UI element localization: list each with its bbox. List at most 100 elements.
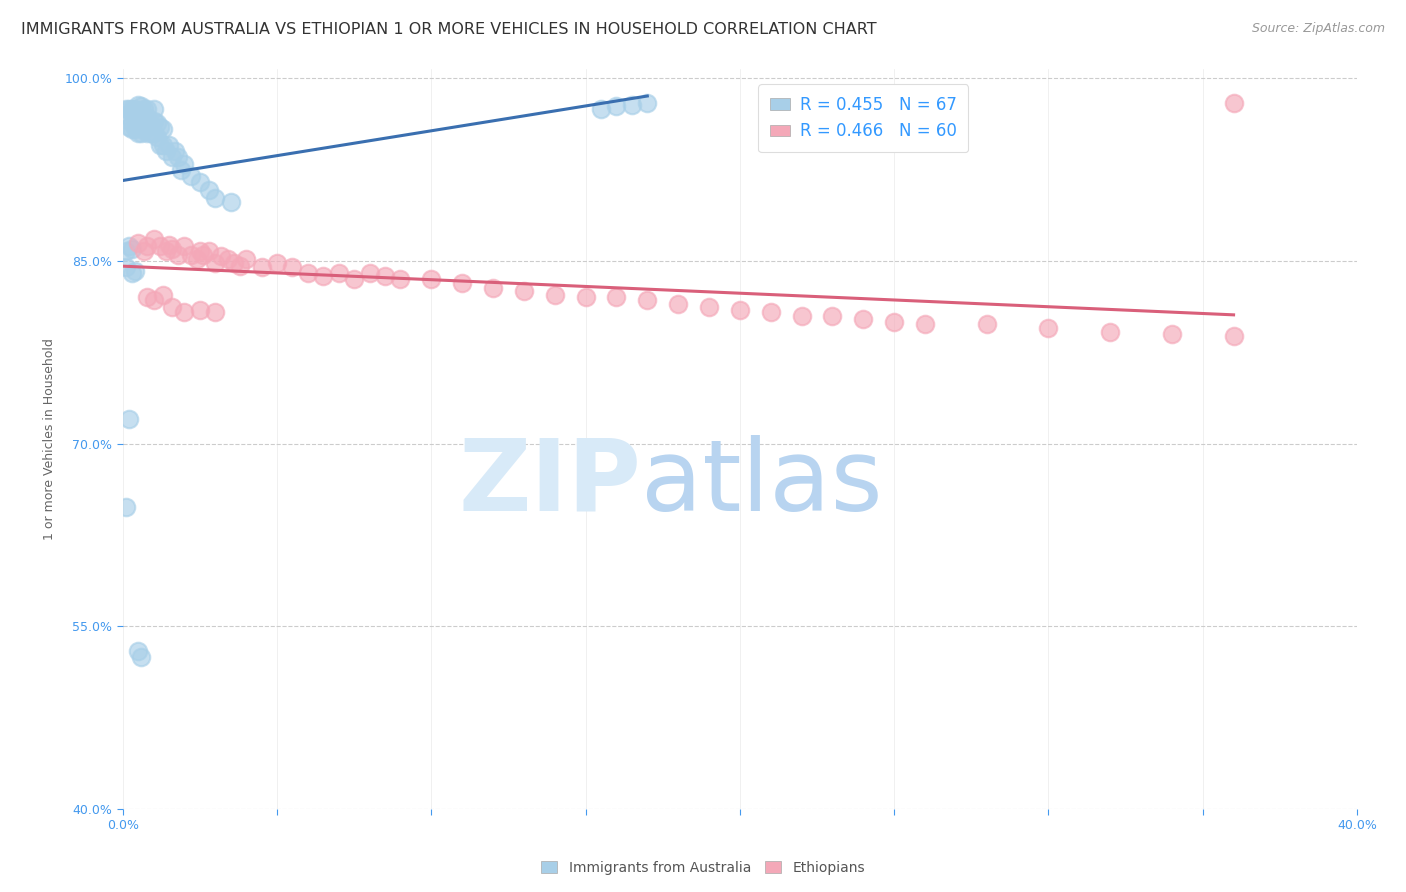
- Point: [574, 290, 596, 304]
- Point: [636, 293, 658, 307]
- Point: [180, 169, 202, 183]
- Point: [222, 256, 245, 270]
- Point: [191, 248, 214, 262]
- Point: [129, 116, 152, 130]
- Point: [160, 150, 183, 164]
- Point: [152, 138, 174, 153]
- Point: [188, 244, 211, 259]
- Point: [134, 244, 156, 259]
- Point: [728, 302, 751, 317]
- Point: [127, 98, 149, 112]
- Point: [142, 102, 165, 116]
- Y-axis label: 1 or more Vehicles in Household: 1 or more Vehicles in Household: [44, 338, 56, 540]
- Point: [204, 305, 226, 319]
- Point: [297, 266, 319, 280]
- Point: [136, 290, 159, 304]
- Point: [188, 175, 211, 189]
- Point: [145, 116, 167, 130]
- Point: [482, 281, 505, 295]
- Point: [1099, 325, 1122, 339]
- Point: [155, 244, 177, 259]
- Point: [605, 99, 627, 113]
- Point: [129, 126, 152, 140]
- Point: [134, 102, 156, 116]
- Point: [142, 114, 165, 128]
- Point: [134, 114, 156, 128]
- Point: [145, 129, 167, 144]
- Point: [219, 195, 242, 210]
- Point: [1222, 95, 1244, 110]
- Point: [167, 248, 190, 262]
- Point: [134, 122, 156, 136]
- Point: [118, 412, 141, 426]
- Point: [451, 276, 474, 290]
- Point: [1038, 321, 1060, 335]
- Point: [697, 300, 720, 314]
- Point: [759, 305, 782, 319]
- Point: [114, 108, 136, 122]
- Point: [127, 643, 149, 657]
- Point: [160, 242, 183, 256]
- Point: [142, 232, 165, 246]
- Point: [127, 235, 149, 250]
- Point: [204, 191, 226, 205]
- Point: [312, 268, 335, 283]
- Point: [883, 315, 905, 329]
- Point: [1160, 326, 1182, 341]
- Point: [118, 102, 141, 116]
- Point: [124, 102, 146, 116]
- Point: [129, 99, 152, 113]
- Point: [173, 156, 195, 170]
- Point: [328, 266, 350, 280]
- Point: [211, 249, 233, 263]
- Point: [420, 272, 443, 286]
- Point: [114, 500, 136, 514]
- Point: [389, 272, 412, 286]
- Text: Source: ZipAtlas.com: Source: ZipAtlas.com: [1251, 22, 1385, 36]
- Legend: Immigrants from Australia, Ethiopians: Immigrants from Australia, Ethiopians: [536, 855, 870, 880]
- Text: atlas: atlas: [641, 434, 883, 532]
- Point: [343, 272, 366, 286]
- Point: [127, 126, 149, 140]
- Point: [152, 288, 174, 302]
- Point: [121, 116, 143, 130]
- Point: [173, 239, 195, 253]
- Point: [114, 244, 136, 259]
- Text: ZIP: ZIP: [458, 434, 641, 532]
- Point: [204, 256, 226, 270]
- Point: [139, 126, 162, 140]
- Point: [790, 309, 813, 323]
- Point: [250, 260, 273, 274]
- Point: [157, 138, 180, 153]
- Point: [167, 150, 190, 164]
- Point: [605, 290, 627, 304]
- Point: [976, 318, 998, 332]
- Point: [165, 145, 187, 159]
- Point: [127, 120, 149, 134]
- Point: [127, 114, 149, 128]
- Point: [124, 110, 146, 124]
- Point: [124, 263, 146, 277]
- Point: [114, 260, 136, 274]
- Point: [821, 309, 844, 323]
- Point: [121, 242, 143, 256]
- Point: [914, 318, 936, 332]
- Point: [121, 266, 143, 280]
- Point: [149, 239, 172, 253]
- Point: [229, 259, 252, 273]
- Point: [136, 102, 159, 116]
- Point: [121, 122, 143, 136]
- Point: [170, 162, 193, 177]
- Point: [374, 268, 396, 283]
- Point: [129, 649, 152, 664]
- Point: [136, 120, 159, 134]
- Point: [186, 252, 208, 266]
- Point: [198, 183, 221, 197]
- Point: [114, 102, 136, 116]
- Point: [1222, 329, 1244, 343]
- Point: [173, 305, 195, 319]
- Point: [666, 296, 689, 310]
- Point: [136, 110, 159, 124]
- Point: [136, 126, 159, 140]
- Point: [127, 105, 149, 120]
